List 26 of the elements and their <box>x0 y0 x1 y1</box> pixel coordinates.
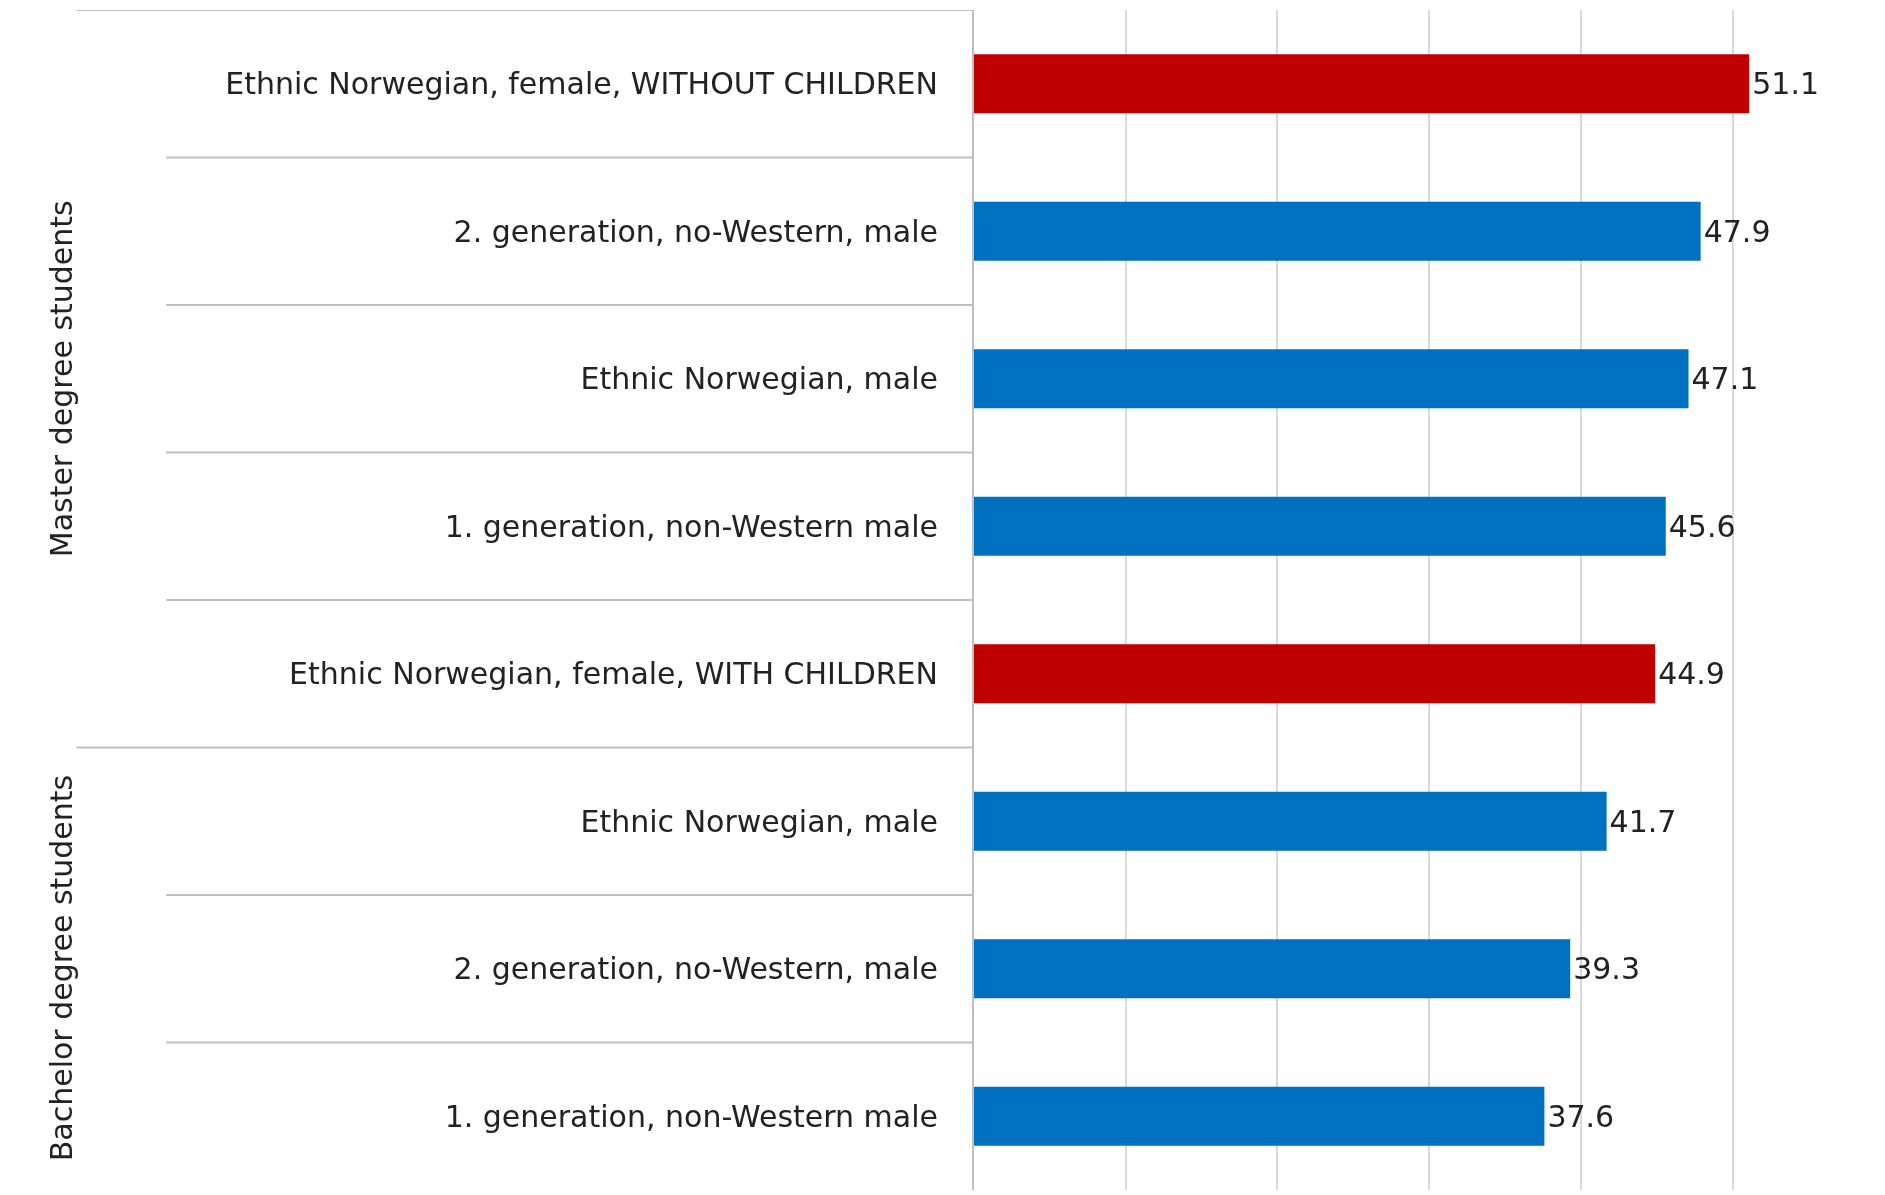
y-tick-label: Ethnic Norwegian, male <box>580 803 938 839</box>
bar <box>974 791 1607 851</box>
y-tick-label: Ethnic Norwegian, female, WITHOUT CHILDREN <box>225 66 938 102</box>
data-label: 45.6 <box>1668 508 1736 544</box>
data-label: 47.1 <box>1691 361 1759 397</box>
bar <box>974 349 1689 409</box>
data-label: 37.6 <box>1547 1098 1615 1134</box>
text: Bachelor degree students <box>43 774 79 1162</box>
data-label: 51.1 <box>1752 66 1819 102</box>
data-label: 39.3 <box>1573 951 1640 987</box>
data-label: 47.9 <box>1703 213 1771 249</box>
y-tick-label: Ethnic Norwegian, female, WITH CHILDREN <box>289 656 938 692</box>
y-tick-label: 2. generation, no-Western, male <box>453 213 938 249</box>
bar <box>974 939 1571 999</box>
data-label: 44.9 <box>1658 656 1725 692</box>
y-tick-label: 1. generation, non-Western male <box>444 1098 938 1134</box>
data-label: 41.7 <box>1609 803 1677 839</box>
y-tick-label: 1. generation, non-Western male <box>444 508 938 544</box>
text: Master degree students <box>43 200 79 558</box>
y-tick-label: 2. generation, no-Western, male <box>453 951 938 987</box>
y-tick-label: Ethnic Norwegian, male <box>580 361 938 397</box>
bar <box>974 54 1750 114</box>
bar <box>974 644 1656 704</box>
bar <box>974 496 1666 556</box>
bar <box>974 201 1701 261</box>
bar <box>974 1086 1545 1146</box>
